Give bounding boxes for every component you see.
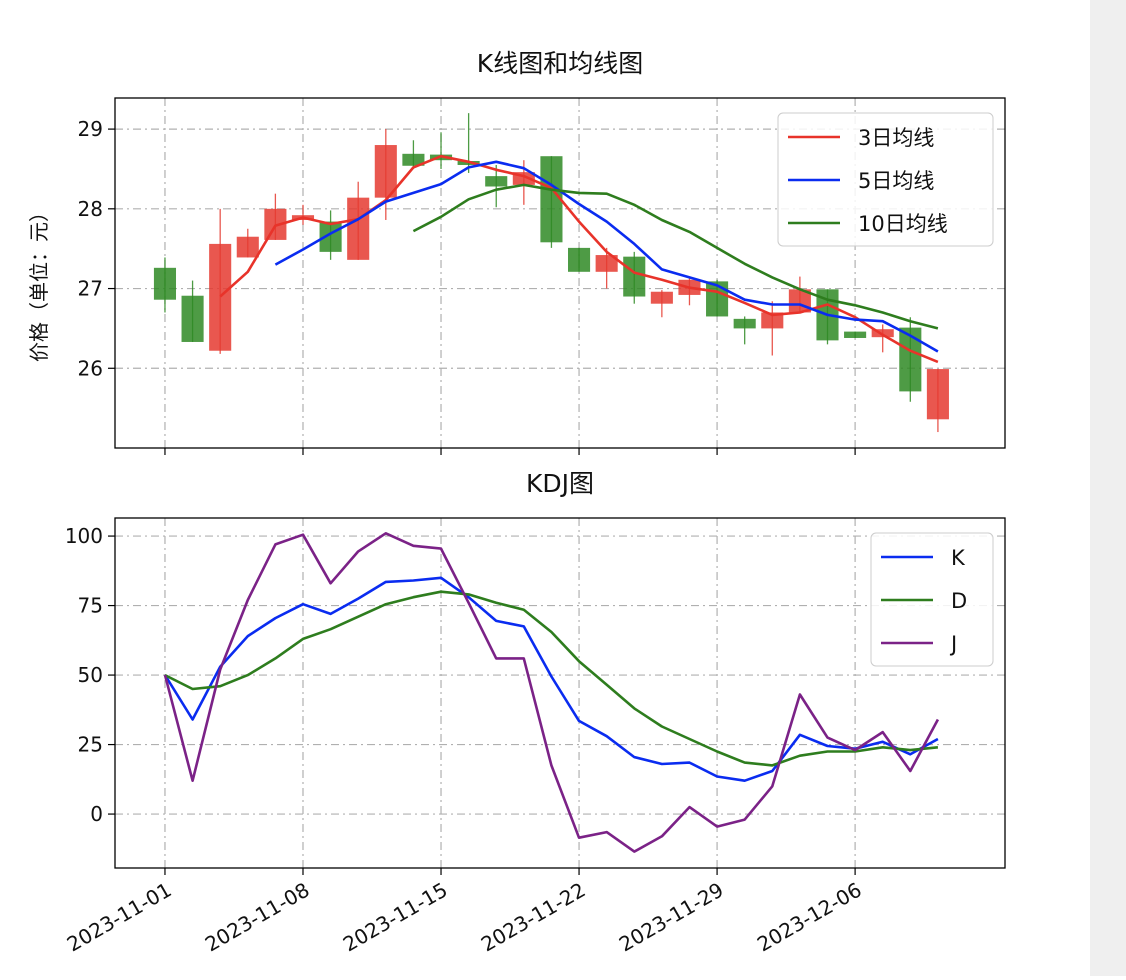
legend-box bbox=[777, 112, 994, 247]
y-tick-label: 26 bbox=[78, 356, 103, 380]
candle-body bbox=[733, 318, 756, 329]
y-tick-label: 75 bbox=[78, 594, 103, 618]
x-tick-label: 2023-11-01 bbox=[63, 878, 176, 957]
y-tick-label: 29 bbox=[78, 117, 103, 141]
x-tick-label: 2023-11-08 bbox=[201, 878, 314, 957]
series-line bbox=[219, 154, 939, 364]
candle-body bbox=[153, 267, 177, 300]
candle-body bbox=[926, 369, 949, 420]
candle-body bbox=[568, 247, 591, 272]
axes-frame bbox=[114, 517, 1006, 869]
legend-label: J bbox=[949, 632, 957, 656]
candle-body bbox=[844, 331, 867, 338]
scroll-strip bbox=[1090, 0, 1126, 976]
x-tick-label: 2023-12-06 bbox=[753, 878, 866, 957]
legend-label: 5日均线 bbox=[858, 169, 934, 193]
y-tick-label: 50 bbox=[78, 663, 103, 687]
chart-title: K线图和均线图 bbox=[477, 49, 643, 78]
x-tick-label: 2023-11-22 bbox=[477, 878, 590, 957]
y-tick-label: 28 bbox=[78, 197, 103, 221]
candle-body bbox=[899, 327, 922, 392]
candle-body bbox=[374, 145, 397, 198]
series-line bbox=[163, 531, 940, 853]
legend-label: K bbox=[951, 546, 966, 570]
candle-body bbox=[209, 243, 232, 351]
candle-body bbox=[181, 295, 204, 342]
y-tick-label: 25 bbox=[78, 733, 103, 757]
series-line bbox=[164, 590, 939, 767]
candle-body bbox=[236, 236, 259, 258]
candle-body bbox=[871, 329, 894, 338]
x-tick-label: 2023-11-29 bbox=[615, 878, 728, 957]
y-axis-label: 价格（单位：元） bbox=[27, 202, 51, 362]
series-line bbox=[412, 183, 939, 330]
candle-body bbox=[319, 221, 342, 252]
y-tick-label: 0 bbox=[90, 802, 103, 826]
y-tick-label: 100 bbox=[65, 524, 103, 548]
candle-body bbox=[650, 291, 673, 304]
series-line bbox=[163, 576, 939, 783]
candle-body bbox=[761, 312, 784, 329]
series-line bbox=[274, 160, 939, 353]
candle-body bbox=[347, 197, 370, 260]
candle-body bbox=[595, 255, 618, 272]
legend-label: D bbox=[951, 589, 967, 613]
legend-label: 3日均线 bbox=[858, 126, 934, 150]
y-tick-label: 27 bbox=[78, 277, 103, 301]
legend-label: 10日均线 bbox=[858, 212, 948, 236]
x-tick-label: 2023-11-15 bbox=[339, 878, 452, 957]
candle-body bbox=[485, 176, 508, 187]
candle-body bbox=[623, 256, 646, 297]
candle-body bbox=[540, 156, 563, 243]
axes-frame bbox=[114, 97, 1006, 449]
candle-body bbox=[402, 153, 425, 166]
chart-title: KDJ图 bbox=[526, 469, 594, 498]
